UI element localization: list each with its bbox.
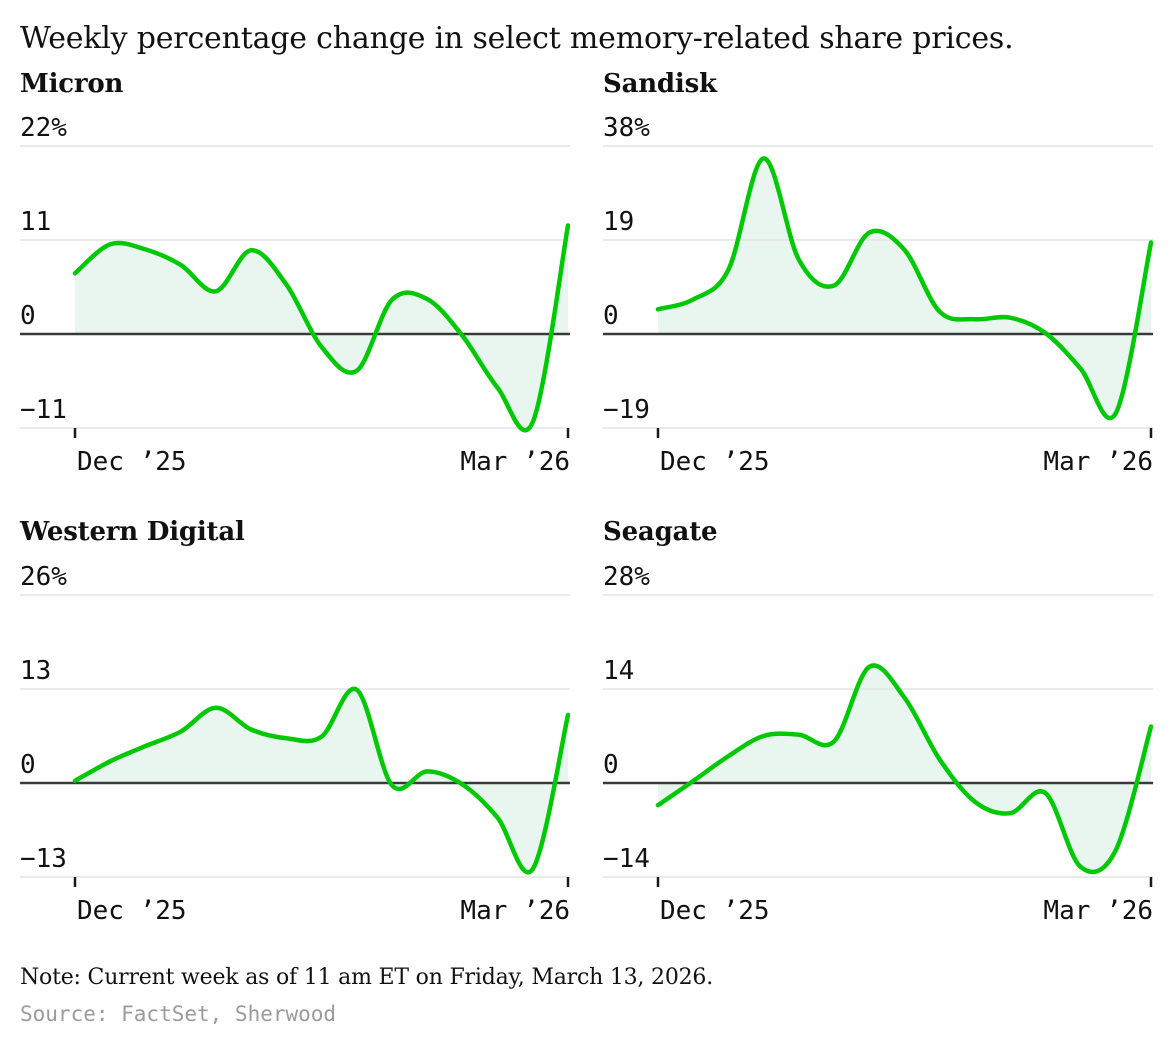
y-axis-label: 0 [603,750,619,780]
chart-grid: Micron 22% 11 0 −11 Dec ’25 Mar ’26 Sandisk 3… [20,68,1154,939]
source-credit: Source: FactSet, Sherwood [20,1001,337,1026]
seagate-chart-title: Seagate [603,517,718,548]
y-axis-label: 0 [20,750,36,780]
y-axis-label: 0 [20,301,36,331]
price-line [72,223,571,433]
y-axis-label: 19 [603,207,634,237]
area-fill [658,158,1151,419]
price-line [72,686,571,875]
seagate-sparkline: 28% 14 0 −14 Dec ’25 Mar ’26 [603,555,1154,939]
western-digital-chart-panel: Western Digital 26% 13 0 −13 Dec ’25 Mar ’26 [20,517,571,939]
x-axis-label-start: Dec ’25 [77,447,187,477]
y-axis-label: −13 [20,844,67,874]
western-digital-chart-title: Western Digital [20,517,245,548]
y-axis-label: 13 [20,656,51,686]
sandisk-chart-svg: 38% 19 0 −19 Dec ’25 Mar ’26 [603,113,1154,477]
y-axis-label: −11 [20,395,67,425]
x-axis-label-end: Mar ’26 [1043,896,1153,926]
micron-chart-svg: 22% 11 0 −11 Dec ’25 Mar ’26 [20,113,571,477]
micron-chart-title: Micron [20,68,124,99]
x-axis-label-start: Dec ’25 [660,896,770,926]
page-title: Weekly percentage change in select memor… [20,21,1014,56]
x-axis-label-start: Dec ’25 [660,447,770,477]
footnote: Note: Current week as of 11 am ET on Fri… [20,964,713,990]
y-axis-label: 14 [603,656,634,686]
x-axis-label-end: Mar ’26 [1043,447,1153,477]
price-line [655,156,1154,421]
x-axis-label-end: Mar ’26 [460,896,570,926]
sandisk-chart-panel: Sandisk 38% 19 0 −19 Dec ’25 Mar ’26 [603,68,1154,491]
y-axis-label: −14 [603,844,650,874]
y-axis-label: 28% [603,562,650,592]
sandisk-sparkline: 38% 19 0 −19 Dec ’25 Mar ’26 [603,106,1154,490]
y-axis-label: 26% [20,562,67,592]
seagate-chart-svg: 28% 14 0 −14 Dec ’25 Mar ’26 [603,562,1154,926]
western-digital-chart-svg: 26% 13 0 −13 Dec ’25 Mar ’26 [20,562,571,926]
area-fill [75,688,568,873]
western-digital-sparkline: 26% 13 0 −13 Dec ’25 Mar ’26 [20,555,571,939]
micron-chart-panel: Micron 22% 11 0 −11 Dec ’25 Mar ’26 [20,68,571,491]
y-axis-label: 38% [603,113,650,143]
y-axis-label: 22% [20,113,67,143]
area-fill [658,665,1151,872]
seagate-chart-panel: Seagate 28% 14 0 −14 Dec ’25 Mar ’26 [603,517,1154,939]
sandisk-chart-title: Sandisk [603,68,717,99]
price-line [655,662,1154,874]
y-axis-label: −19 [603,395,650,425]
y-axis-label: 11 [20,207,51,237]
micron-sparkline: 22% 11 0 −11 Dec ’25 Mar ’26 [20,106,571,490]
y-axis-label: 0 [603,301,619,331]
x-axis-label-end: Mar ’26 [460,447,570,477]
x-axis-label-start: Dec ’25 [77,896,187,926]
area-fill [75,225,568,431]
